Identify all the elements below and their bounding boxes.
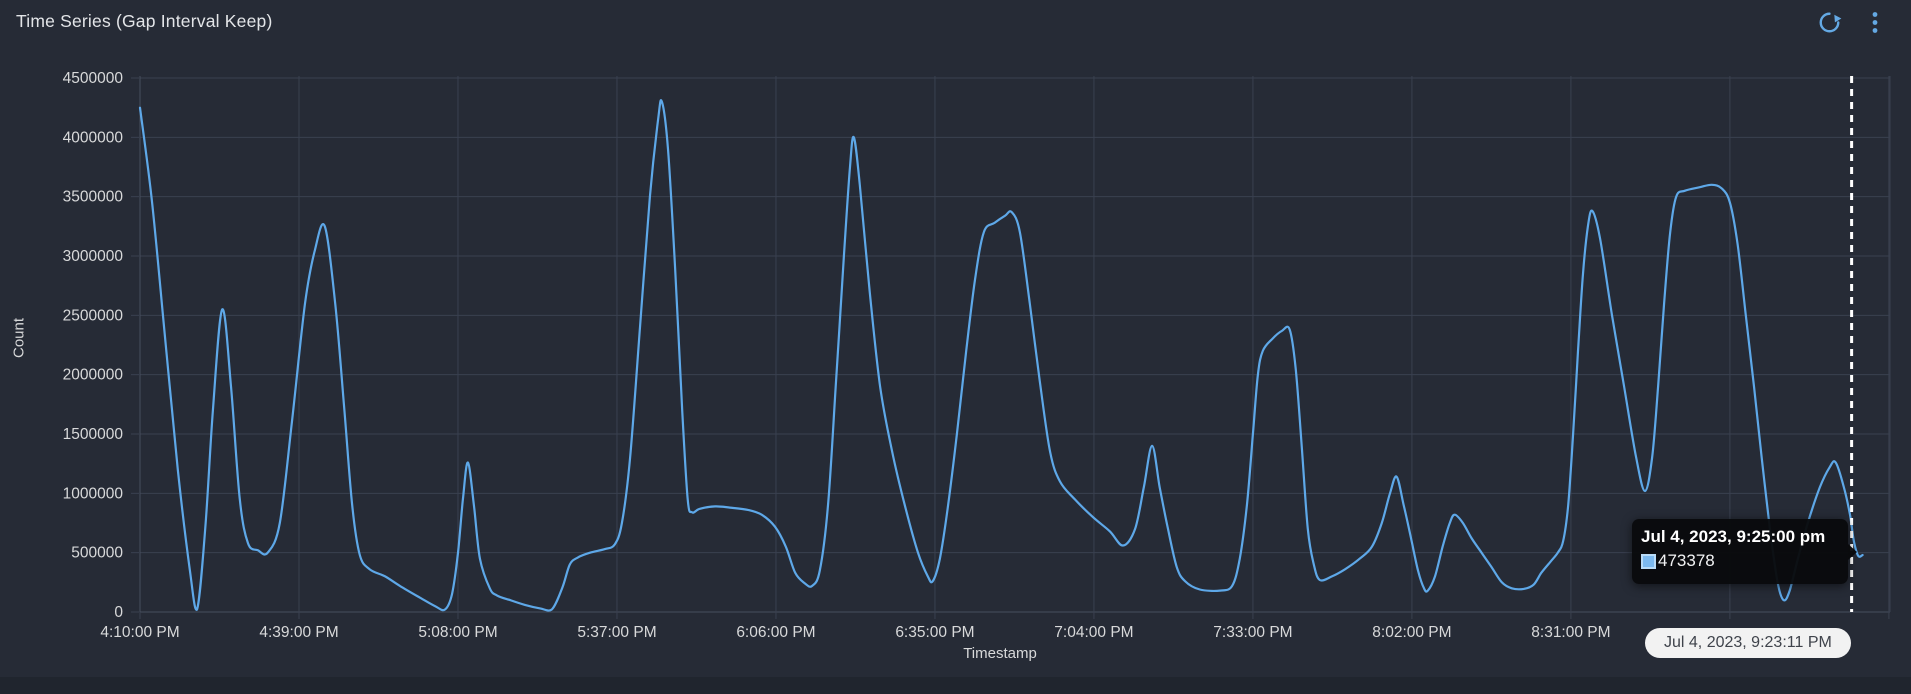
chart-tooltip: Jul 4, 2023, 9:25:00 pm 473378 (1632, 519, 1857, 584)
x-axis-tick-label: 4:39:00 PM (259, 624, 338, 641)
x-axis-tick-label: 5:08:00 PM (418, 624, 497, 641)
series-line (138, 99, 1864, 612)
x-axis-title: Timestamp (963, 645, 1037, 662)
x-axis-tick-label: 6:06:00 PM (736, 624, 815, 641)
y-axis-tick-label: 4500000 (63, 70, 124, 87)
tooltip-timestamp: Jul 4, 2023, 9:25:00 pm (1641, 527, 1826, 546)
tooltip-value: 473378 (1658, 551, 1715, 570)
y-axis-tick-label: 2500000 (63, 307, 124, 324)
y-axis-tick-label: 4000000 (63, 129, 124, 146)
refresh-icon (1817, 10, 1842, 40)
panel-title: Time Series (Gap Interval Keep) (16, 11, 273, 31)
refresh-button[interactable] (1812, 8, 1846, 42)
chart-panel: 0 500000 1000000 1500000 2000000 2500000 30000… (10, 8, 1892, 662)
y-axis-tick-label: 3500000 (63, 189, 124, 206)
x-axis-tick-label: 5:37:00 PM (577, 624, 656, 641)
x-axis-tick-label: 7:04:00 PM (1054, 624, 1133, 641)
kebab-menu-icon (1864, 10, 1886, 41)
y-axis-tick-label: 1000000 (63, 485, 124, 502)
y-axis-tick-label: 2000000 (63, 367, 124, 384)
series-swatch-icon (1641, 553, 1656, 569)
x-axis-tick-label: 8:31:00 PM (1531, 624, 1610, 641)
x-axis-tick-label: 8:02:00 PM (1372, 624, 1451, 641)
x-axis-tick-label: 4:10:00 PM (100, 624, 179, 641)
x-axis-tick-label: 6:35:00 PM (895, 624, 974, 641)
current-time-badge: Jul 4, 2023, 9:23:11 PM (1645, 628, 1851, 658)
y-axis-tick-label: 500000 (71, 545, 123, 562)
panel-menu-button[interactable] (1858, 8, 1892, 42)
y-axis-tick-label: 3000000 (63, 248, 124, 265)
x-axis-tick-label: 7:33:00 PM (1213, 624, 1292, 641)
y-axis-tick-label: 0 (114, 604, 123, 621)
y-axis-title: Count (10, 317, 28, 359)
y-axis-tick-label: 1500000 (63, 426, 124, 443)
